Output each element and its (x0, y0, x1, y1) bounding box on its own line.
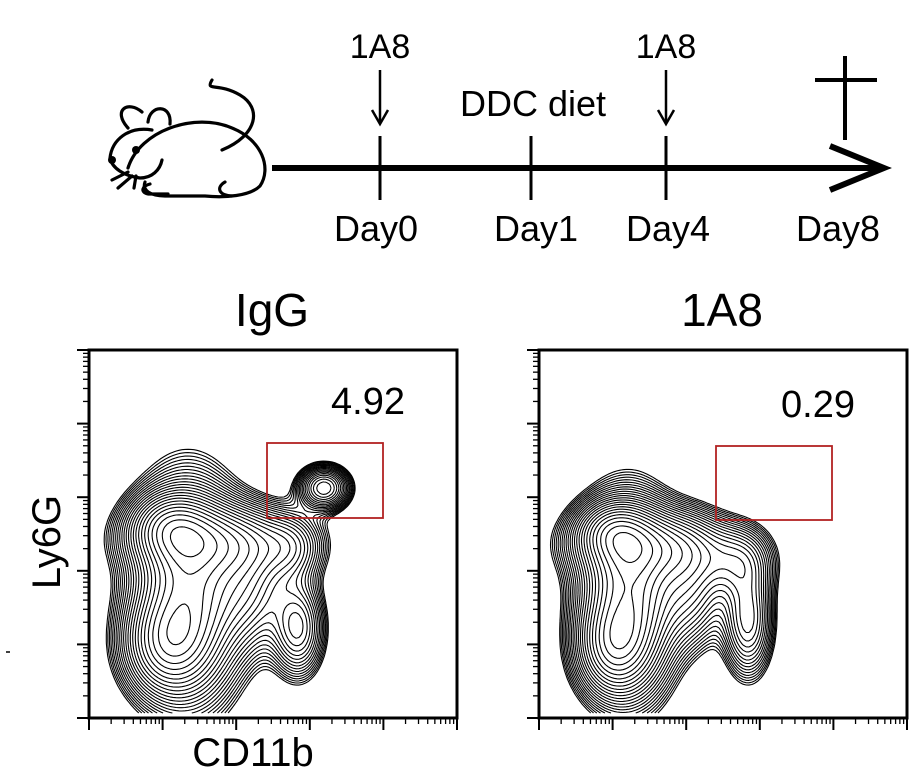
contour-line (586, 508, 702, 680)
y-axis-ticks (527, 349, 539, 719)
contour-line (169, 526, 205, 558)
x-axis-ticks (538, 718, 908, 730)
gate-box-1a8 (715, 445, 833, 521)
contour-line (567, 490, 767, 705)
contour-line (605, 525, 654, 650)
contour-line (137, 481, 332, 684)
contour-line (565, 488, 769, 708)
mouse-nose-icon (108, 156, 116, 164)
contour-line (600, 520, 663, 659)
contour-line (576, 499, 759, 694)
contour-line (107, 455, 354, 714)
contour-line (111, 462, 352, 714)
mouse-eye-icon (132, 146, 140, 154)
plot-frame-1a8 (537, 348, 909, 720)
plot-frame-igg (87, 348, 459, 720)
contour-line (551, 471, 779, 714)
contour-line (143, 503, 260, 676)
contour-line (563, 486, 770, 711)
contour-line (117, 466, 349, 714)
down-arrow-icon (656, 70, 676, 127)
day-label-0: Day0 (334, 208, 418, 249)
contour-plot-1a8 (549, 468, 781, 714)
contour-line (569, 492, 765, 703)
y-axis-label: Ly6G (25, 495, 69, 589)
contour-line (113, 464, 351, 714)
day-label-4: Day4 (626, 208, 710, 249)
x-axis-ticks (88, 718, 458, 730)
contour-line (583, 506, 712, 684)
cross-icon (815, 56, 877, 140)
treatment-label-day4: 1A8 (636, 28, 697, 66)
contour-line (147, 506, 250, 670)
contour-line (553, 474, 778, 714)
y-axis-ticks (77, 349, 89, 719)
contour-line (156, 514, 229, 657)
contour-line (612, 531, 643, 564)
contour-line (115, 465, 350, 714)
treatment-label-day0: 1A8 (350, 28, 411, 66)
timeline-arrowhead-icon (828, 143, 892, 193)
diet-label: DDC diet (460, 83, 606, 124)
contour-plot-igg (103, 448, 356, 714)
contour-line (589, 511, 693, 676)
panel-title-1a8: 1A8 (681, 284, 763, 336)
contour-line (555, 476, 777, 714)
contour-line (129, 474, 340, 695)
contour-line (140, 500, 270, 680)
contour-line (571, 495, 763, 700)
day-label-8: Day8 (796, 208, 880, 249)
mouse-icon (108, 78, 267, 199)
contour-line (119, 467, 348, 712)
contour-line (549, 468, 781, 714)
contour-line (123, 470, 345, 706)
contour-line (592, 514, 683, 671)
day-label-1: Day1 (494, 208, 578, 249)
contour-line (161, 519, 218, 646)
down-arrow-icon (370, 70, 390, 127)
gate-value-igg: 4.92 (331, 381, 405, 423)
contour-line (557, 479, 775, 714)
contour-line (127, 473, 342, 699)
contour-line (559, 481, 774, 714)
panel-title-igg: IgG (235, 284, 309, 336)
contour-line (151, 510, 240, 665)
contour-line (109, 458, 353, 714)
gate-box-igg (266, 442, 384, 519)
contour-line (573, 497, 761, 697)
gate-value-1a8: 0.29 (781, 384, 855, 426)
contour-line (578, 501, 755, 691)
contour-line (134, 478, 335, 688)
x-axis-label: CD11b (192, 731, 314, 775)
contour-line (595, 517, 673, 666)
contour-line (132, 476, 338, 692)
contour-line (580, 503, 746, 687)
